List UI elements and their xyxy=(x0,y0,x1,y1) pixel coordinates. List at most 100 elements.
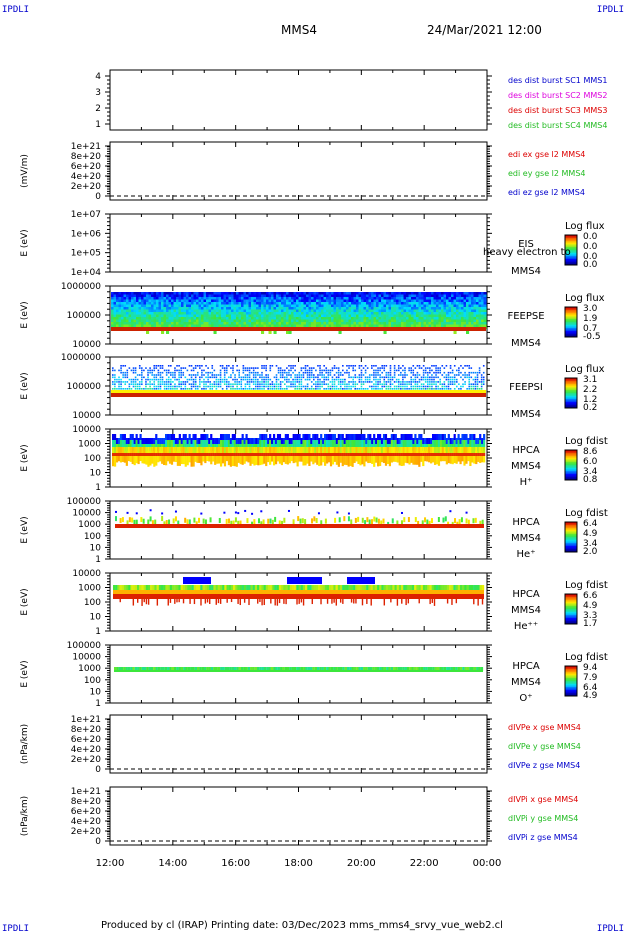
spectrogram-cell xyxy=(172,440,176,447)
spectrogram-cell xyxy=(426,324,430,328)
spectrogram-cell xyxy=(441,294,445,298)
spectrogram-cell xyxy=(173,299,177,303)
spectrogram-cell xyxy=(166,299,170,303)
spectrogram-cell xyxy=(186,314,190,318)
spectrogram-cell xyxy=(381,319,385,323)
spectrogram-cell xyxy=(275,374,278,376)
spectrogram-cell xyxy=(211,388,214,390)
spectrogram-cell xyxy=(386,297,390,300)
spectrogram-cell xyxy=(468,307,472,310)
spectrogram-cell xyxy=(276,324,280,328)
spectrogram-cell xyxy=(182,383,185,385)
spectrogram-cell xyxy=(171,312,175,315)
spectrogram-cell xyxy=(331,440,335,447)
spectrogram-cell xyxy=(382,440,386,447)
spectrogram-cell xyxy=(371,381,373,383)
spectrogram-cell xyxy=(373,304,377,308)
spectrogram-cell xyxy=(308,434,311,440)
spectrogram-cell xyxy=(118,324,122,328)
spectrogram-cell xyxy=(246,369,249,372)
spectrogram-cell xyxy=(196,385,199,388)
spectrogram-cell xyxy=(329,456,333,467)
spectrogram-cell xyxy=(381,365,383,367)
spectrogram-cell xyxy=(408,383,410,385)
spectrogram-cell xyxy=(181,312,185,315)
spectrogram-cell xyxy=(288,304,292,308)
spectrogram-cell xyxy=(259,447,262,453)
spectrogram-cell xyxy=(278,456,282,464)
spectrogram-cell xyxy=(237,447,240,453)
spectrogram-cell xyxy=(436,317,440,320)
spectrogram-cell xyxy=(453,365,456,367)
spectrogram-cell xyxy=(463,299,467,303)
spectrogram-cell xyxy=(304,434,307,440)
spectrogram-cell xyxy=(335,385,338,388)
spectrogram-cell xyxy=(448,317,452,320)
spectrogram-cell xyxy=(121,309,125,313)
spectrogram-cell xyxy=(316,297,320,300)
spectrogram-cell xyxy=(373,302,377,305)
spectrogram-cell xyxy=(394,453,397,456)
spectrogram-cell xyxy=(473,309,477,313)
spectrogram-cell xyxy=(216,438,219,444)
spectrogram-cell xyxy=(351,304,355,308)
spectrogram-cell xyxy=(205,381,207,383)
spectrogram-cell xyxy=(173,304,177,308)
colorbar-cell xyxy=(565,253,577,255)
spectrogram-cell xyxy=(214,456,217,465)
spectrogram-cell xyxy=(116,304,120,308)
spectrogram-cell xyxy=(174,378,176,381)
spectrogram-cell xyxy=(318,317,322,320)
spectrogram-cell xyxy=(213,383,216,385)
spectrogram-cell xyxy=(421,312,425,315)
spectrogram-cell xyxy=(466,365,468,367)
spectrogram-cell xyxy=(410,371,412,374)
spectrogram-cell xyxy=(464,374,466,376)
spectrogram-cell xyxy=(210,453,213,456)
spectrogram-cell xyxy=(368,317,372,320)
spectrogram-cell xyxy=(298,385,301,388)
spectrogram-cell xyxy=(155,378,158,381)
spectrogram-cell xyxy=(254,385,257,388)
spectrogram-cell xyxy=(349,456,352,466)
spectrogram-cell xyxy=(161,304,165,308)
spectrogram-cell xyxy=(131,453,134,456)
spectrogram-cell xyxy=(418,324,422,328)
spectrogram-cell xyxy=(132,381,135,383)
spectrogram-cell xyxy=(416,376,419,379)
spectrogram-cell xyxy=(216,319,220,323)
spectrogram-cell xyxy=(121,297,125,300)
spectrogram-cell xyxy=(393,297,397,300)
spectrogram-cell xyxy=(184,440,187,447)
spectrogram-cell xyxy=(461,317,465,320)
spectrogram-cell xyxy=(174,383,176,385)
spectrogram-cell xyxy=(120,381,122,383)
spectrogram-cell xyxy=(146,319,150,323)
spectrogram-cell xyxy=(353,324,357,328)
spectrogram-cell xyxy=(358,307,362,310)
spectrogram-cell xyxy=(243,307,247,310)
spectrogram-cell xyxy=(376,294,380,298)
spectrogram-cell xyxy=(118,385,120,388)
spectrogram-cell xyxy=(455,385,458,388)
spectrogram-cell xyxy=(298,299,302,303)
spectrogram-cell xyxy=(317,381,319,383)
spectrogram-cell xyxy=(116,378,118,381)
spectrogram-cell xyxy=(326,297,330,300)
spectrogram-cell xyxy=(265,376,267,379)
spectrogram-cell xyxy=(472,378,475,381)
spectrogram-cell xyxy=(238,307,242,310)
spectrogram-cell xyxy=(451,381,454,383)
spectrogram-cell xyxy=(133,307,137,310)
spectrogram-cell xyxy=(159,438,162,444)
spectrogram-cell xyxy=(216,322,220,325)
spectrogram-cell xyxy=(238,322,242,325)
spectrogram-cell xyxy=(133,304,137,308)
spectrogram-cell xyxy=(203,302,207,305)
spectrogram-cell xyxy=(242,369,245,372)
spectrogram-cell xyxy=(151,388,153,390)
spectrogram-cell xyxy=(315,376,317,379)
spectrogram-cell xyxy=(163,322,167,325)
spectrogram-cell xyxy=(471,324,475,328)
spectrogram-cell xyxy=(418,319,422,323)
